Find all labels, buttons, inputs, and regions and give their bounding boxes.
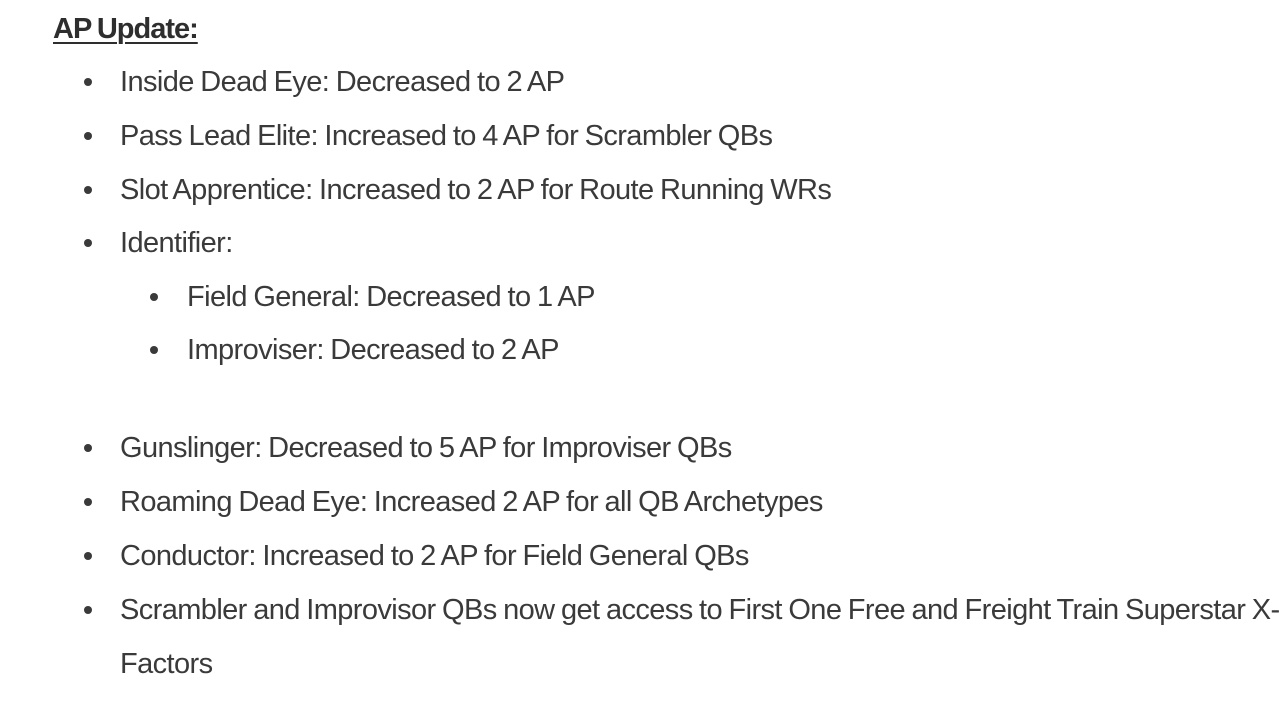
bullet-icon xyxy=(84,606,92,614)
list-item: Conductor: Increased to 2 AP for Field G… xyxy=(84,529,749,583)
list-item: Roaming Dead Eye: Increased 2 AP for all… xyxy=(84,475,823,529)
section-heading: AP Update: xyxy=(53,13,199,45)
sub-list-item: Field General: Decreased to 1 AP xyxy=(150,270,595,324)
bullet-icon xyxy=(150,346,158,354)
list-item-text: Conductor: Increased to 2 AP for Field G… xyxy=(120,540,749,572)
bullet-icon xyxy=(84,444,92,452)
list-item: Slot Apprentice: Increased to 2 AP for R… xyxy=(84,163,832,217)
list-item: Gunslinger: Decreased to 5 AP for Improv… xyxy=(84,421,732,475)
bullet-icon xyxy=(84,239,92,247)
bullet-icon xyxy=(150,293,158,301)
list-item-text: Scrambler and Improvisor QBs now get acc… xyxy=(120,594,1280,680)
list-item-text: Inside Dead Eye: Decreased to 2 AP xyxy=(120,66,565,98)
sub-list-item-text: Improviser: Decreased to 2 AP xyxy=(187,334,559,366)
list-item: Scrambler and Improvisor QBs now get acc… xyxy=(84,583,1280,691)
bullet-icon xyxy=(84,186,92,194)
bullet-icon xyxy=(84,78,92,86)
sub-list-item: Improviser: Decreased to 2 AP xyxy=(150,323,559,377)
list-item: Identifier: xyxy=(84,216,233,270)
list-item-text: Pass Lead Elite: Increased to 4 AP for S… xyxy=(120,120,773,152)
list-item-text: Slot Apprentice: Increased to 2 AP for R… xyxy=(120,174,832,206)
list-item-text: Gunslinger: Decreased to 5 AP for Improv… xyxy=(120,432,732,464)
sub-list-item-text: Field General: Decreased to 1 AP xyxy=(187,281,595,313)
list-item-text: Identifier: xyxy=(120,227,233,259)
list-item: Pass Lead Elite: Increased to 4 AP for S… xyxy=(84,109,773,163)
bullet-icon xyxy=(84,132,92,140)
bullet-icon xyxy=(84,498,92,506)
list-item: Inside Dead Eye: Decreased to 2 AP xyxy=(84,55,565,109)
bullet-icon xyxy=(84,552,92,560)
list-item-text: Roaming Dead Eye: Increased 2 AP for all… xyxy=(120,486,823,518)
